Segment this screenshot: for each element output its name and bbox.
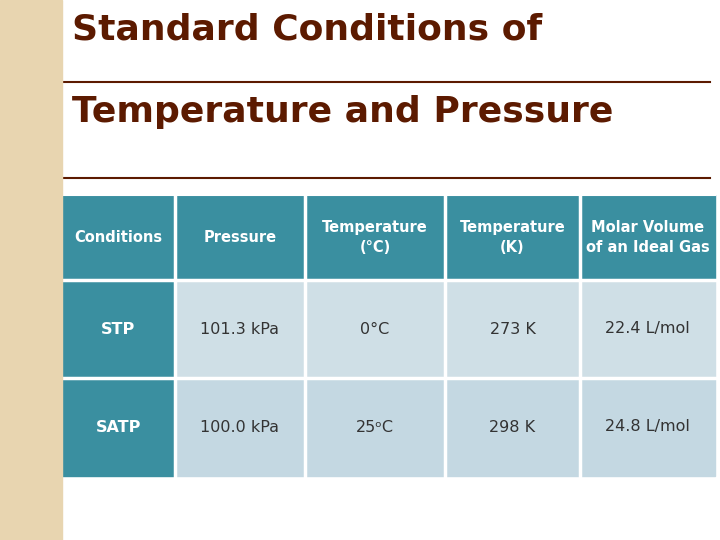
Text: 22.4 L/mol: 22.4 L/mol (605, 321, 690, 336)
Text: 25ᵒC: 25ᵒC (356, 420, 394, 435)
Text: 100.0 kPa: 100.0 kPa (200, 420, 279, 435)
Bar (580, 280, 715, 378)
Bar (62, 280, 175, 378)
Text: SATP: SATP (96, 420, 141, 435)
Text: 24.8 L/mol: 24.8 L/mol (605, 420, 690, 435)
Text: 101.3 kPa: 101.3 kPa (200, 321, 279, 336)
Bar (175, 280, 305, 378)
Text: Standard Conditions of: Standard Conditions of (72, 12, 542, 46)
Text: Pressure: Pressure (204, 230, 276, 245)
Bar (175, 195, 305, 280)
Text: Conditions: Conditions (74, 230, 163, 245)
Bar (305, 378, 445, 476)
Bar (305, 280, 445, 378)
Text: 273 K: 273 K (490, 321, 536, 336)
Text: Temperature
(K): Temperature (K) (459, 220, 565, 255)
Text: Molar Volume
of an Ideal Gas: Molar Volume of an Ideal Gas (585, 220, 709, 255)
Text: Temperature and Pressure: Temperature and Pressure (72, 95, 613, 129)
Bar (62, 195, 175, 280)
Circle shape (0, 15, 125, 195)
Bar (305, 195, 445, 280)
Bar (62, 378, 175, 476)
Bar (580, 195, 715, 280)
Circle shape (0, 125, 90, 245)
Bar (445, 195, 580, 280)
Bar (580, 378, 715, 476)
Text: 298 K: 298 K (490, 420, 536, 435)
Text: Temperature
(°C): Temperature (°C) (322, 220, 428, 255)
Circle shape (0, 46, 94, 164)
Text: 0°C: 0°C (361, 321, 390, 336)
Bar (445, 280, 580, 378)
Bar (445, 378, 580, 476)
Text: STP: STP (102, 321, 135, 336)
Bar (175, 378, 305, 476)
